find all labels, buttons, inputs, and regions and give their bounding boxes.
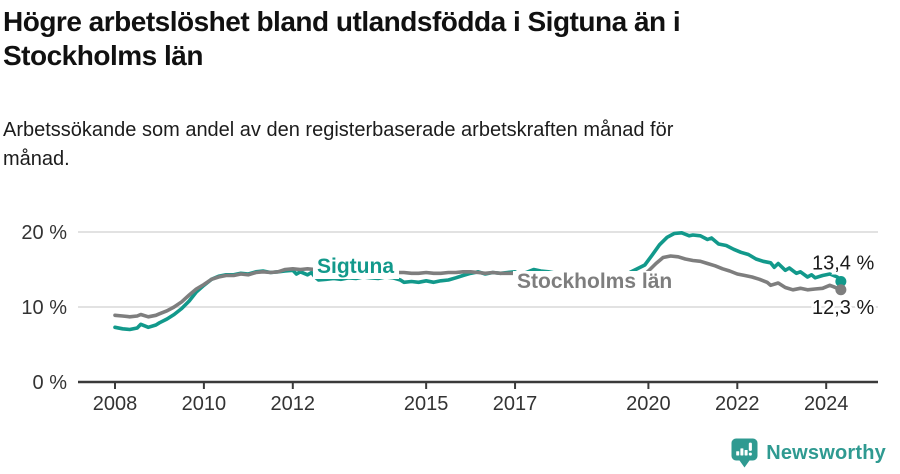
x-tick-label-2008: 2008	[93, 393, 138, 415]
unemployment-line-chart: Sigtuna Stockholms län 2008 2010 2012 2015 201…	[21, 222, 878, 415]
x-tick-label-2024: 2024	[804, 393, 849, 415]
y-tick-label-0: 0 %	[33, 372, 68, 394]
sigtuna-label-plate	[313, 252, 399, 279]
chart-line-stockholms-lan	[113, 254, 843, 319]
x-tick-label-2017: 2017	[493, 393, 538, 415]
x-tick-label-2012: 2012	[271, 393, 316, 415]
chart-title: Högre arbetslöshet bland utlandsfödda i …	[3, 6, 681, 71]
stockholm-label-plate	[513, 271, 681, 292]
chart-subtitle: Arbetssökande som andel av den registerb…	[3, 119, 674, 170]
series-label-stockholms-lan: Stockholms län	[517, 270, 672, 293]
x-tick-label-2020: 2020	[626, 393, 671, 415]
newsworthy-logo: Newsworthy	[731, 438, 886, 469]
end-dot-stockholms-lan	[835, 284, 847, 296]
y-tick-label-10: 10 %	[21, 297, 67, 319]
x-tick-label-2015: 2015	[404, 393, 449, 415]
x-tick-label-2010: 2010	[182, 393, 227, 415]
end-value-label-stockholms-lan: 12,3 %	[812, 297, 874, 319]
y-tick-label-20: 20 %	[21, 222, 67, 244]
series-label-sigtuna: Sigtuna	[317, 255, 394, 278]
newsworthy-wordmark: Newsworthy	[766, 442, 886, 464]
newsworthy-bar-chart-bubble-icon	[731, 438, 758, 468]
x-tick-label-2022: 2022	[715, 393, 760, 415]
bar-chart-glyph	[736, 442, 753, 456]
chart-line-sigtuna	[113, 230, 843, 332]
end-dot-sigtuna	[835, 276, 847, 287]
end-value-label-sigtuna: 13,4 %	[812, 253, 874, 275]
